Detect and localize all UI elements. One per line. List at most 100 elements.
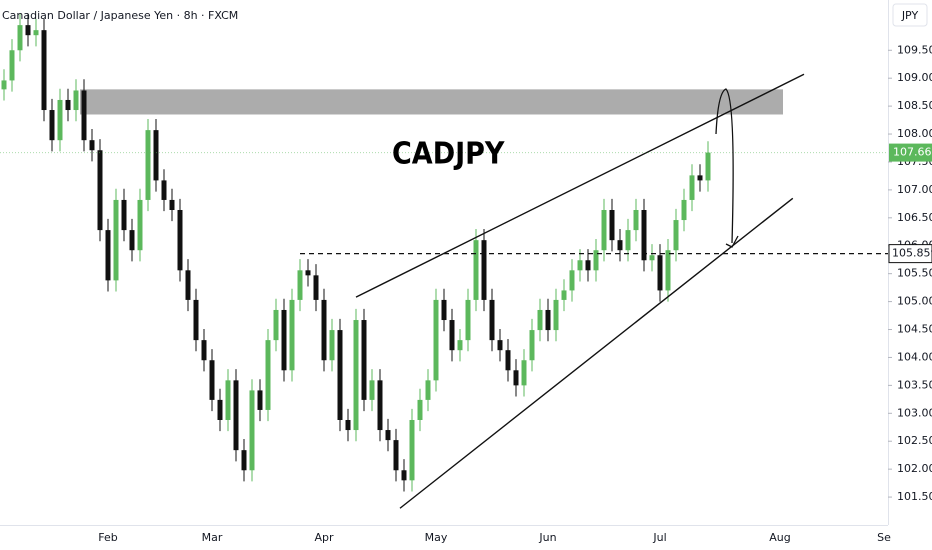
candle-body xyxy=(33,30,39,36)
candle-body xyxy=(465,299,471,341)
candle-body xyxy=(417,399,423,420)
candle-body xyxy=(353,320,359,431)
candle-body xyxy=(321,299,327,361)
candle-body xyxy=(529,330,535,361)
candle-body xyxy=(633,210,639,231)
candle-body xyxy=(577,260,583,271)
candle-body xyxy=(673,220,679,251)
y-tick-label: 102.000 xyxy=(897,462,932,475)
candle-body xyxy=(329,330,335,361)
candle-body xyxy=(41,30,47,111)
candle-body xyxy=(217,399,223,420)
currency-box[interactable] xyxy=(892,3,928,27)
y-tick-label: 103.500 xyxy=(897,378,932,391)
candle-body xyxy=(649,255,655,261)
y-tick-label: 102.500 xyxy=(897,434,932,447)
candle-body xyxy=(297,270,303,300)
candle-body xyxy=(433,299,439,381)
candle-body xyxy=(641,210,647,261)
candle-body xyxy=(25,25,31,36)
candle-body xyxy=(681,199,687,221)
candle-body xyxy=(409,420,415,481)
candle-body xyxy=(137,199,143,251)
candle-body xyxy=(193,299,199,341)
candle-body xyxy=(361,320,367,400)
candle-body xyxy=(281,309,287,371)
candle-body xyxy=(153,130,159,181)
candle-body xyxy=(129,230,135,251)
candle-body xyxy=(689,175,695,200)
candle-body xyxy=(337,330,343,420)
candle-body xyxy=(265,340,271,410)
candle-body xyxy=(593,250,599,271)
resistance-zone xyxy=(80,89,783,115)
candle-body xyxy=(81,90,87,141)
candle-body xyxy=(665,250,671,291)
candle-body xyxy=(345,420,351,431)
candle-body xyxy=(233,380,239,451)
x-tick-label: Feb xyxy=(98,531,117,544)
candle-body xyxy=(657,255,663,291)
x-tick-label: Aug xyxy=(769,531,790,544)
chart-title: Canadian Dollar / Japanese Yen · 8h · FX… xyxy=(2,9,238,22)
currency-label[interactable]: JPY xyxy=(901,9,919,22)
candle-body xyxy=(513,370,519,386)
candle-body xyxy=(385,430,391,441)
candle-body xyxy=(457,340,463,351)
candle-body xyxy=(305,270,311,276)
candle-body xyxy=(537,309,543,331)
trendline xyxy=(355,73,805,298)
y-tick-label: 105.500 xyxy=(897,267,932,280)
candle-body xyxy=(601,210,607,251)
candle-body xyxy=(569,270,575,291)
candle-body xyxy=(241,450,247,471)
candle-body xyxy=(177,210,183,271)
last-price-box xyxy=(889,143,932,162)
candle-body xyxy=(313,275,319,300)
candle-body xyxy=(105,230,111,281)
candle-body xyxy=(273,309,279,341)
arrow-head xyxy=(725,235,739,248)
support-price-label: 105.859 xyxy=(892,247,932,260)
candle-body xyxy=(225,380,231,420)
symbol-annotation: CADJPY xyxy=(392,137,505,172)
candle-body xyxy=(185,270,191,300)
y-tick-label: 104.500 xyxy=(897,323,932,336)
candle-body xyxy=(201,340,207,361)
candle-body xyxy=(489,299,495,341)
plot-area xyxy=(0,13,888,509)
candle-body xyxy=(49,110,55,141)
x-tick-label: Se xyxy=(877,531,891,544)
y-tick-label: 108.500 xyxy=(897,99,932,112)
candle-body xyxy=(377,380,383,431)
x-tick-label: Jul xyxy=(652,531,666,544)
candle-body xyxy=(625,230,631,251)
projection-arrow xyxy=(715,88,734,244)
x-tick-label: May xyxy=(425,531,448,544)
candle-body xyxy=(473,240,479,300)
candle-body xyxy=(441,299,447,321)
candle-body xyxy=(1,80,7,90)
candle-body xyxy=(89,140,95,151)
candle-body xyxy=(697,175,703,181)
candle-body xyxy=(97,150,103,231)
candle-body xyxy=(705,152,711,181)
candle-body xyxy=(497,340,503,351)
candle-body xyxy=(257,390,263,410)
candle-body xyxy=(65,99,71,111)
candle-body xyxy=(73,90,79,111)
y-tick-label: 105.000 xyxy=(897,295,932,308)
candle-body xyxy=(17,25,23,51)
candle-body xyxy=(425,380,431,400)
x-tick-label: Apr xyxy=(314,531,334,544)
candle-body xyxy=(9,50,15,81)
y-tick-label: 109.000 xyxy=(897,71,932,84)
trendline xyxy=(399,197,794,509)
candle-body xyxy=(289,299,295,371)
x-tick-label: Jun xyxy=(538,531,556,544)
candle-body xyxy=(249,390,255,471)
candle-body xyxy=(113,199,119,281)
candle-body xyxy=(561,290,567,300)
